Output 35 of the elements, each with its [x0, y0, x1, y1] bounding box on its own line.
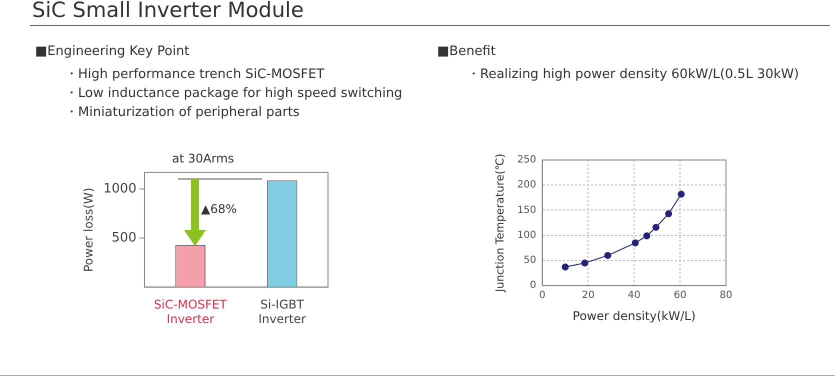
y-tick-label: 100	[517, 230, 536, 241]
x-tick-label: 0	[539, 290, 546, 302]
y-tick-label: 200	[517, 180, 536, 191]
point	[562, 264, 569, 271]
y-axis-title: Junction Temperature(℃)	[493, 154, 506, 294]
point	[652, 224, 660, 231]
x-axis-title: Power density(kW/L)	[572, 308, 696, 323]
y-tick-label: 500	[112, 230, 136, 246]
y-tick-label: 1000	[103, 181, 136, 196]
chart-title: at 30Arms	[172, 151, 234, 166]
text: ■Engineering Key Point	[35, 44, 190, 59]
point	[604, 252, 612, 259]
y-tick-label: 0	[530, 280, 536, 292]
x-tick-label: SiC-MOSFET Inverter	[154, 298, 228, 326]
text: ・Realizing high power density 60kW/L(0.5L 30kW)	[467, 66, 799, 83]
point	[632, 239, 639, 246]
y-tick-label: 250	[517, 154, 536, 166]
text: ■Benefit	[437, 44, 496, 59]
text: ・Low inductance package for high speed switching	[65, 85, 402, 102]
x-tick-label: 60	[674, 290, 686, 302]
annotation: ▲68%	[201, 202, 237, 216]
x-tick-label: 40	[628, 290, 641, 302]
text: SiC Small Inverter Module	[32, 0, 304, 22]
y-tick-label: 150	[517, 204, 536, 216]
x-tick-label: 20	[582, 290, 595, 302]
point	[643, 232, 650, 240]
x-tick-label: Si-IGBT Inverter	[258, 298, 306, 326]
y-axis-title: Power loss(W)	[81, 188, 96, 272]
y-tick-label: 50	[524, 255, 536, 266]
text: ・High performance trench SiC-MOSFET	[65, 66, 324, 83]
text: ・Miniaturization of peripheral parts	[65, 104, 300, 121]
point	[665, 210, 672, 218]
x-tick-label: 80	[720, 290, 732, 302]
point	[581, 259, 588, 266]
point	[678, 190, 685, 198]
